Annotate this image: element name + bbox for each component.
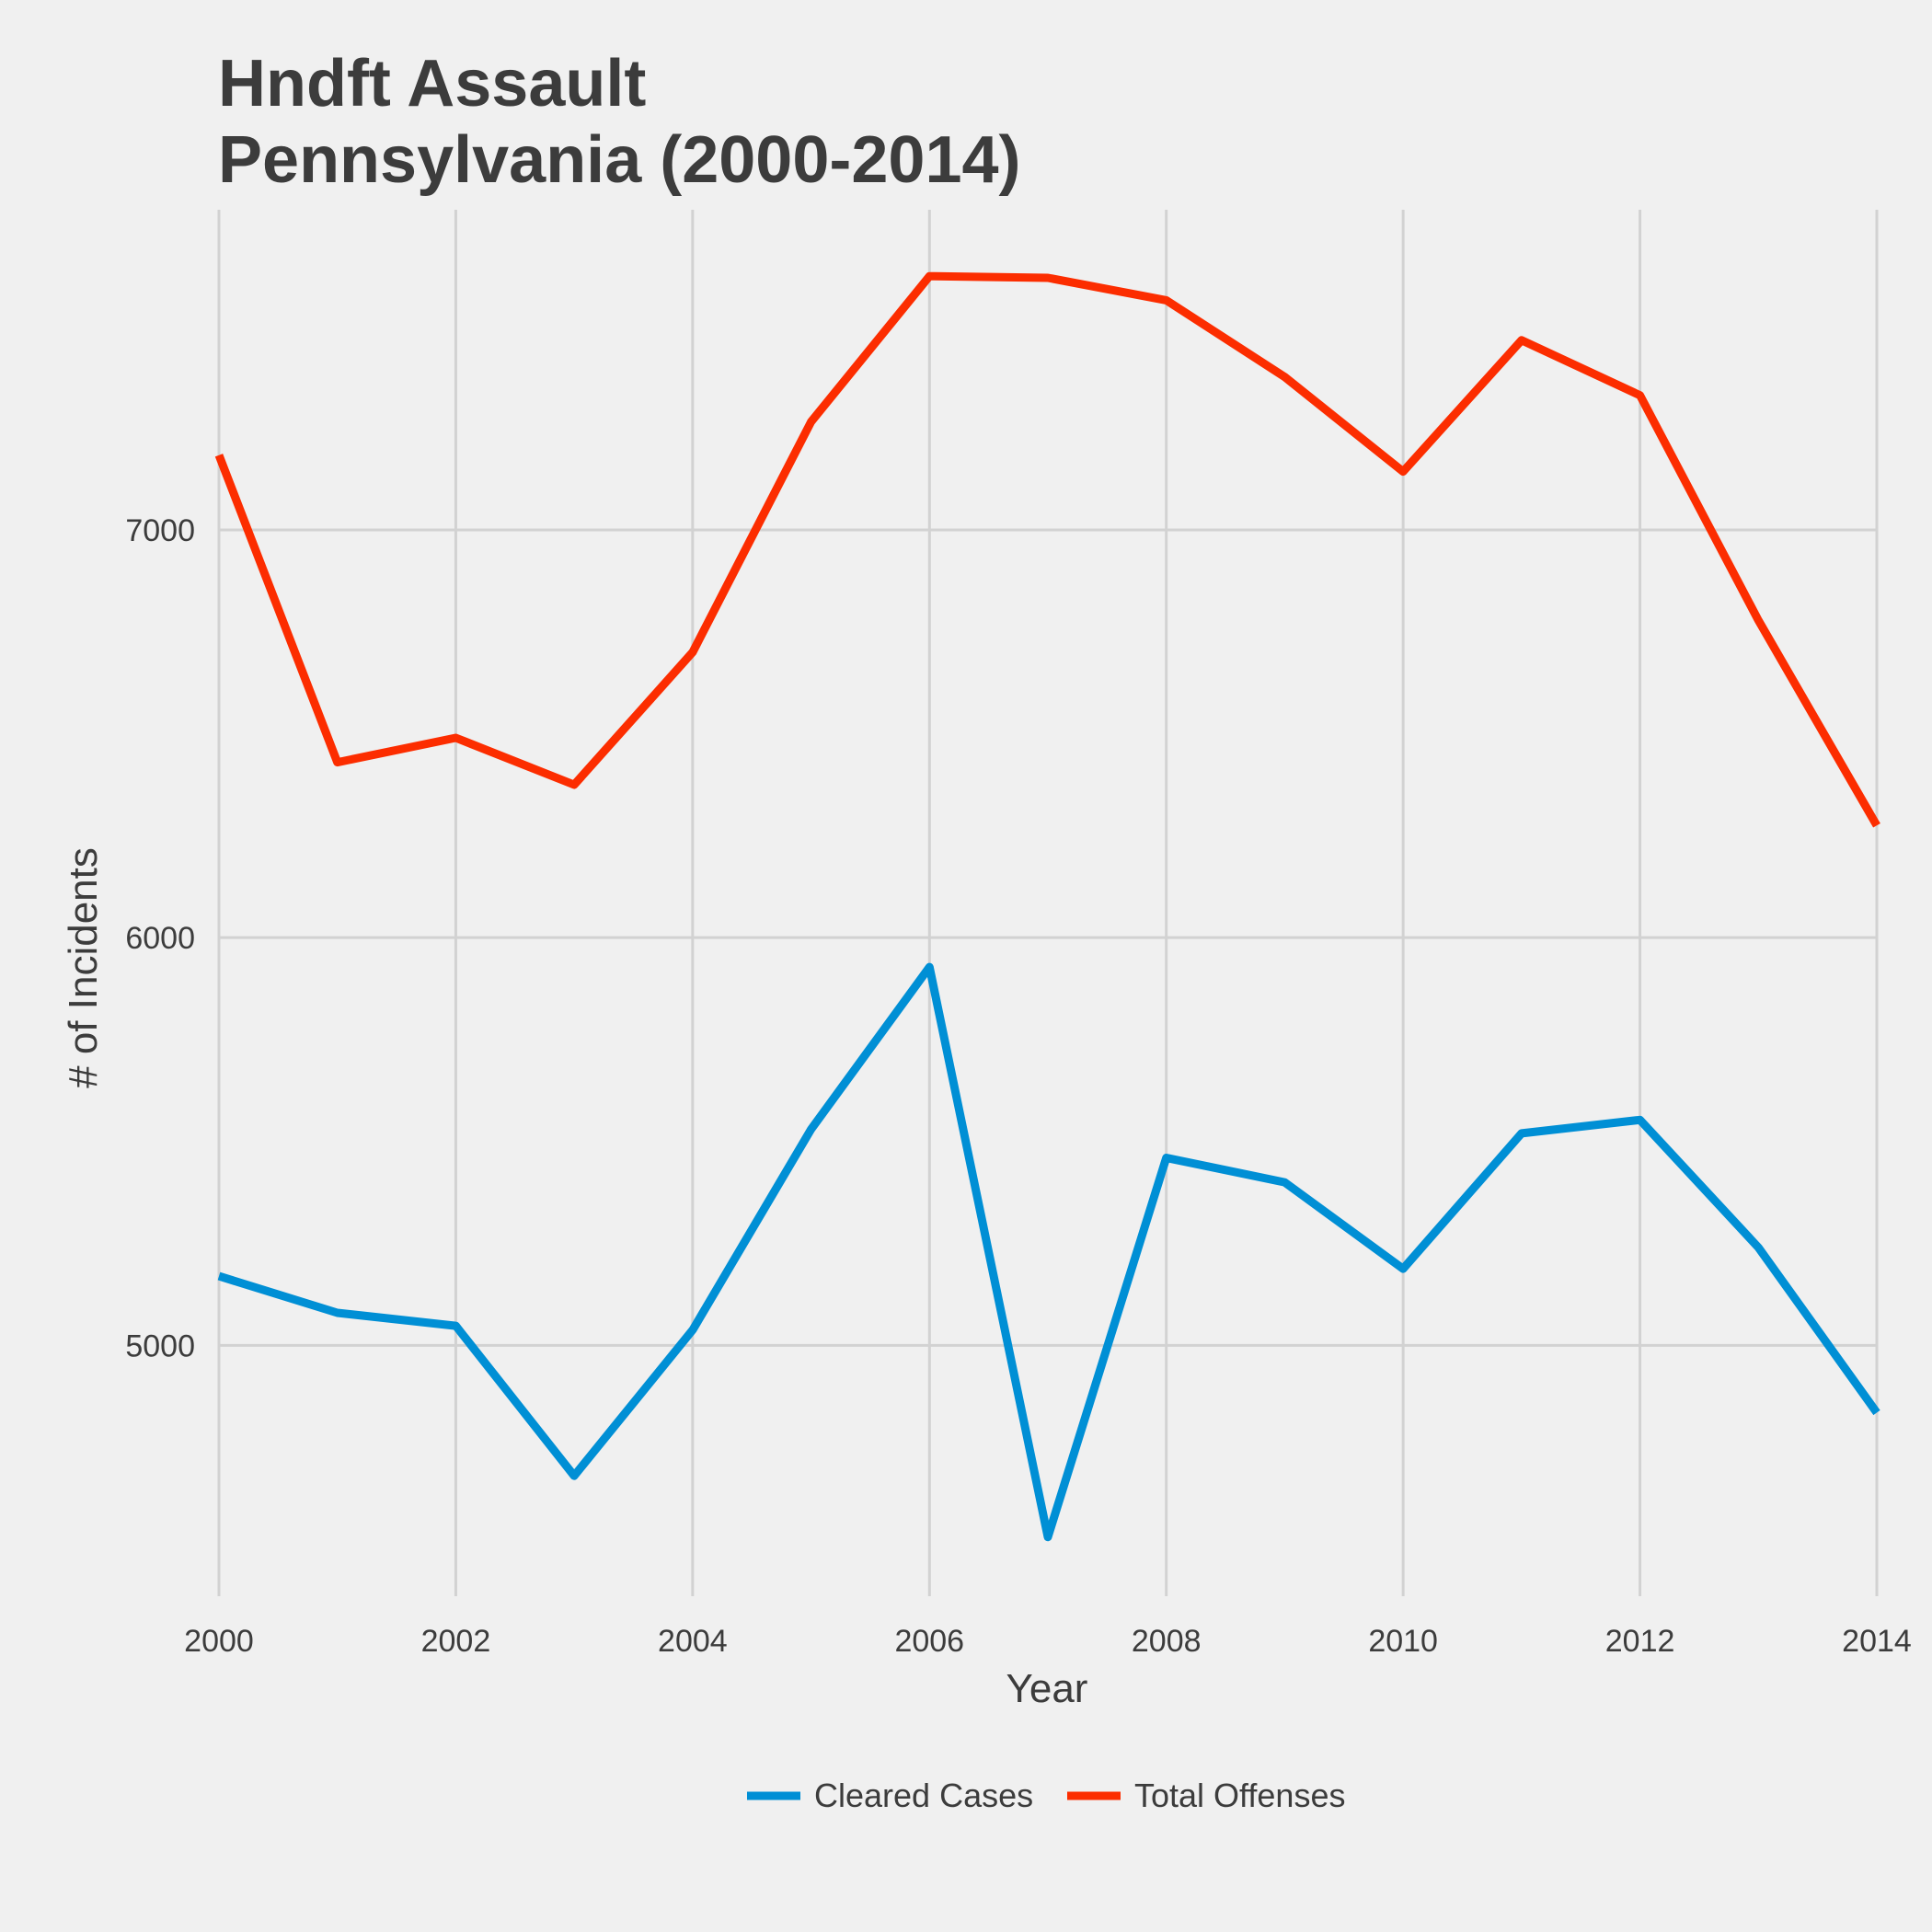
y-tick-label: 7000	[125, 513, 195, 548]
y-axis-label: # of Incidents	[61, 847, 106, 1088]
chart-title-line-1: Hndft Assault	[218, 47, 647, 121]
y-tick-label: 6000	[125, 921, 195, 956]
legend-label: Total Offenses	[1134, 1777, 1345, 1814]
x-tick-label: 2002	[421, 1624, 491, 1659]
x-tick-label: 2008	[1132, 1624, 1202, 1659]
series-lines	[214, 271, 1880, 1542]
grid	[217, 210, 1879, 1596]
chart-title-line-2: Pennsylvania (2000-2014)	[218, 123, 1021, 197]
legend: Cleared Cases Total Offenses	[747, 1777, 1345, 1814]
axes: Year # of Incidents 2000 2002 2004 2006 2008…	[61, 513, 1912, 1711]
x-tick-label: 2000	[184, 1624, 254, 1659]
y-tick-label: 5000	[125, 1328, 195, 1363]
series-line-cleared-cases	[217, 962, 1880, 1542]
x-tick-label: 2004	[658, 1624, 728, 1659]
x-axis-label: Year	[1006, 1666, 1088, 1711]
x-tick-label: 2012	[1605, 1624, 1675, 1659]
x-tick-label: 2014	[1842, 1624, 1912, 1659]
x-tick-label: 2010	[1368, 1624, 1438, 1659]
x-tick-label: 2006	[894, 1624, 964, 1659]
series-line-total-offenses	[214, 271, 1880, 828]
legend-label: Cleared Cases	[814, 1777, 1033, 1814]
